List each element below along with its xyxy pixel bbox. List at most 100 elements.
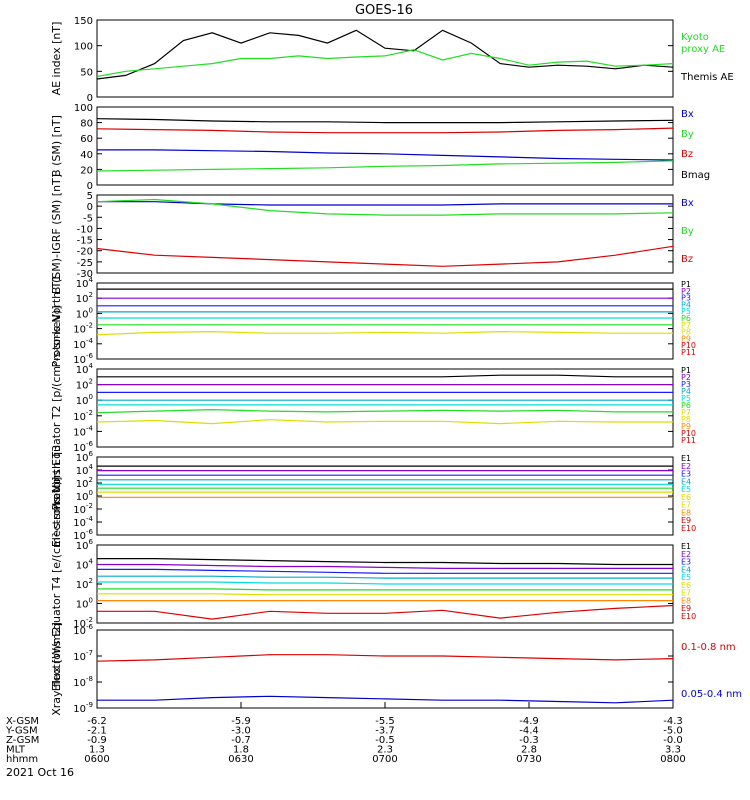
legend-entry: P4	[681, 387, 691, 396]
series-line-p7	[96, 330, 673, 336]
x-row-value: 3.3	[665, 745, 681, 756]
series-line-e9	[97, 604, 674, 620]
legend-entry: Bmag	[681, 170, 710, 181]
legend-entry: E10	[681, 612, 696, 621]
y-axis-label: B (SM)-IGRF (SM) [nT]	[50, 174, 63, 294]
y-tick-label: -20	[77, 247, 93, 258]
panel-3: 50-5-10-15-20-25-30B (SM)-IGRF (SM) [nT]…	[50, 174, 694, 294]
x-row-value: -5.0	[663, 726, 683, 737]
legend-entry: E2	[681, 462, 691, 471]
legend-entry: P9	[681, 422, 691, 431]
legend-entry: P10	[681, 429, 696, 438]
legend-entry: 0.05-0.4 nm	[681, 689, 742, 700]
legend-entry: E3	[681, 558, 691, 567]
x-row-value: 0600	[84, 754, 109, 765]
legend-entry: E10	[681, 524, 696, 533]
y-tick-label: -30	[77, 269, 93, 280]
x-row-value: 0800	[660, 754, 685, 765]
y-axis-label: AE index [nT]	[50, 22, 63, 96]
legend-entry: Themis AE	[680, 72, 734, 83]
legend-entry: P5	[681, 394, 691, 403]
x-row-label: MLT	[6, 745, 26, 756]
legend: 0.1-0.8 nm 0.05-0.4 nm	[681, 642, 742, 700]
series-line-by	[96, 198, 674, 216]
y-tick-label: 0	[87, 202, 93, 213]
x-row-value: -4.4	[519, 726, 539, 737]
x-row-value: 0730	[516, 754, 541, 765]
legend-entry: Bz	[681, 254, 693, 265]
legend-entry: P6	[681, 314, 691, 323]
legend-entry: E1	[681, 542, 691, 551]
legend-entry: P3	[681, 294, 691, 303]
y-axis-label: Electrons Equator T4 [e/(cm²-s-sr-keV)]	[50, 477, 63, 692]
x-row-value: 1.3	[89, 745, 105, 756]
x-row-label: Z-GSM	[6, 735, 39, 746]
series-line-bz	[96, 245, 674, 267]
y-tick-label: 10-4	[73, 515, 93, 529]
y-tick-label: 106	[76, 538, 94, 552]
y-tick-label: 102	[76, 476, 93, 490]
series-line-e3	[97, 568, 673, 574]
x-row-value: -4.3	[663, 716, 683, 727]
x-row-value: 2.3	[377, 745, 393, 756]
panel-8: 10-6 10-7 10-8 10-9 Xray flux [W/m2] 0.1-0.8 …	[50, 622, 742, 716]
y-axis-label: Protons North T1	[50, 275, 63, 368]
y-tick-label: 104	[76, 558, 94, 572]
legend-entry: P1	[681, 366, 691, 375]
x-row-value: 0700	[372, 754, 397, 765]
y-tick-label: 0	[87, 93, 93, 104]
x-row-value: -0.0	[663, 735, 683, 746]
legend-entry: 0.1-0.8 nm	[681, 642, 736, 653]
legend-entry: P10	[681, 341, 696, 350]
y-tick-label: 10-8	[73, 675, 93, 689]
y-tick-label: 100	[76, 393, 93, 407]
y-tick-label: 102	[76, 291, 93, 305]
panel-frame	[96, 19, 674, 98]
x-row-value: -0.5	[375, 735, 395, 746]
y-tick-label: 10-6	[73, 623, 93, 637]
y-tick-label: -10	[77, 224, 93, 235]
y-tick-label: 104	[76, 276, 94, 290]
series-line-kyoto-proxy-ae	[96, 49, 674, 78]
x-row-label: Y-GSM	[5, 726, 38, 737]
y-tick-label: 104	[76, 362, 94, 376]
legend-entry: P2	[681, 287, 691, 296]
legend-entry: P8	[681, 328, 691, 337]
x-row-value: -3.7	[375, 726, 395, 737]
x-row-value: -2.1	[87, 726, 107, 737]
series-line-e6	[97, 588, 673, 591]
x-row-value: -3.0	[231, 726, 251, 737]
panel-2: 0 20 40 60 80 100 B (SM) [nT] Bx By Bz Bmag	[50, 103, 710, 192]
y-tick-label: 80	[80, 119, 93, 130]
y-tick-label: 10-9	[73, 701, 93, 715]
series-line-by	[96, 160, 674, 172]
y-tick-label: 60	[80, 134, 93, 145]
date-label: 2021 Oct 16	[6, 766, 74, 779]
series-line-e7	[97, 593, 673, 596]
y-tick-label: 40	[80, 150, 93, 161]
legend-entry: P8	[681, 415, 691, 424]
x-row-value: -6.2	[87, 716, 107, 727]
series-line-themis-ae	[96, 29, 674, 80]
panel-frame	[96, 629, 674, 709]
legend-entry: E4	[681, 565, 691, 574]
legend-entry: E5	[681, 573, 691, 582]
series-line-bx	[97, 149, 674, 161]
legend-entry: E3	[681, 470, 691, 479]
x-row-value: -4.9	[519, 716, 539, 727]
series-line-p7	[96, 419, 673, 425]
legend-entry: P11	[681, 436, 696, 445]
x-row-label: hhmm	[6, 754, 38, 765]
y-tick-label: 10-2	[73, 322, 93, 336]
legend-entry: E1	[681, 454, 691, 463]
y-tick-label: 100	[76, 306, 93, 320]
x-row-value: -0.9	[87, 735, 107, 746]
series-line-0-1-0-8-nm	[96, 654, 674, 662]
